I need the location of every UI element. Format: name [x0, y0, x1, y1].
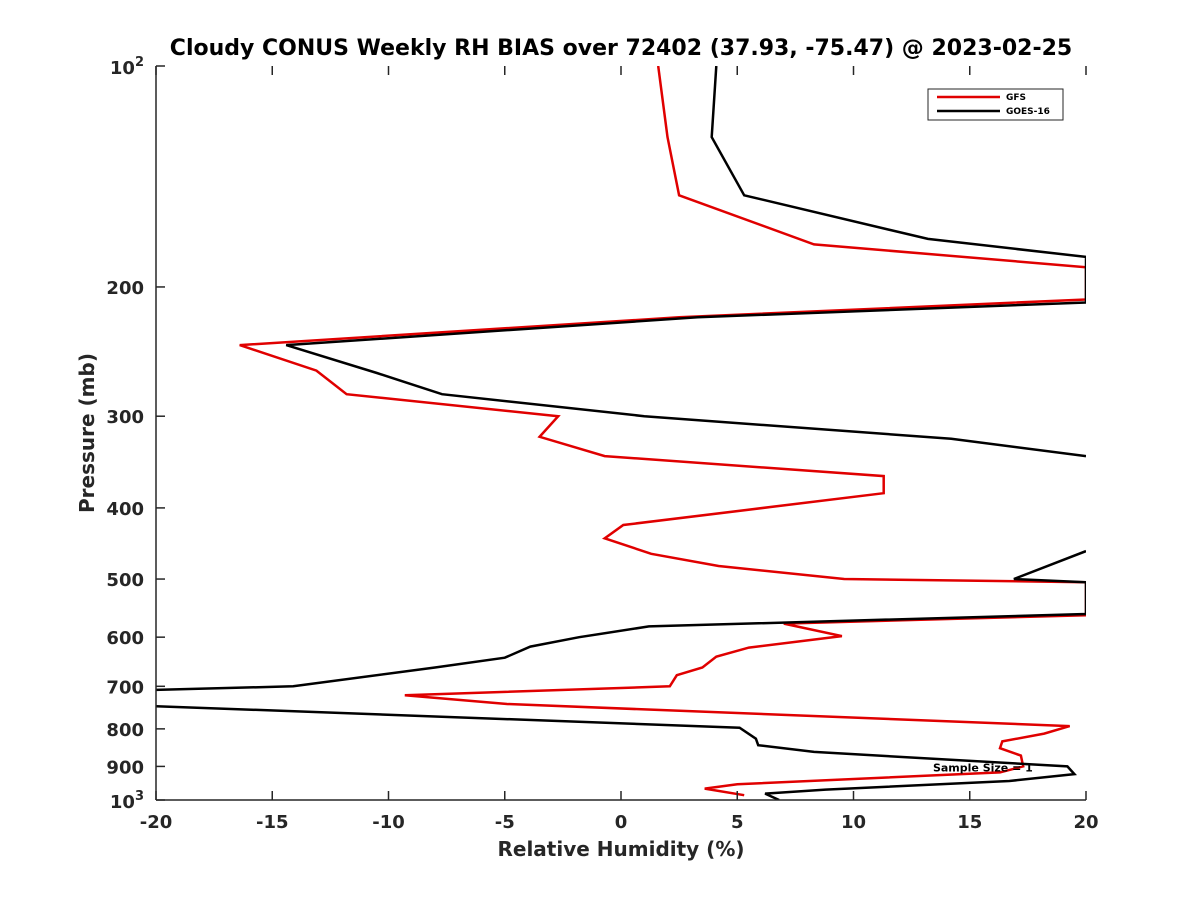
x-ticks: -20 -15 -10 -5 0 5 10 15 20: [140, 66, 1099, 833]
x-tick-label: 10: [841, 812, 866, 833]
x-tick-label: 0: [615, 812, 628, 833]
y-axis-label: Pressure (mb): [75, 353, 99, 513]
x-tick-label: 20: [1073, 812, 1098, 833]
legend-label-gfs: GFS: [1006, 93, 1026, 103]
x-tick-label: -5: [495, 812, 515, 833]
legend: GFS GOES-16: [927, 88, 1064, 121]
y-tick-label: 800: [106, 720, 144, 741]
series-layer: [156, 66, 1086, 800]
y-tick-label: 700: [106, 677, 144, 698]
sample-size-annotation: Sample Size = 1: [933, 761, 1033, 774]
x-tick-label: -15: [256, 812, 289, 833]
x-tick-label: 5: [731, 812, 744, 833]
plot-area: [156, 66, 1086, 800]
y-tick-label: 400: [106, 499, 144, 520]
x-tick-label: -10: [372, 812, 405, 833]
y-ticks: 102 200 300 400 500 600 700 800 900 103: [106, 55, 165, 813]
chart-title: Cloudy CONUS Weekly RH BIAS over 72402 (…: [170, 36, 1072, 61]
y-tick-label: 900: [106, 757, 144, 778]
series-line-goes16-1: [285, 66, 1086, 458]
y-tick-label: 600: [106, 628, 144, 649]
series-line-goes16-3: [156, 704, 1077, 800]
series-line-goes16-2: [156, 549, 1086, 692]
y-tick-label: 102: [110, 55, 144, 79]
y-tick-label: 200: [106, 278, 144, 299]
series-line-gfs: [239, 66, 1086, 797]
legend-box: [927, 88, 1064, 121]
y-tick-label: 500: [106, 570, 144, 591]
y-tick-label: 300: [106, 407, 144, 428]
y-tick-label: 103: [110, 789, 144, 813]
x-tick-label: -20: [140, 812, 173, 833]
x-tick-label: 15: [957, 812, 982, 833]
x-axis-label: Relative Humidity (%): [497, 837, 744, 861]
legend-label-goes16: GOES-16: [1006, 107, 1050, 117]
